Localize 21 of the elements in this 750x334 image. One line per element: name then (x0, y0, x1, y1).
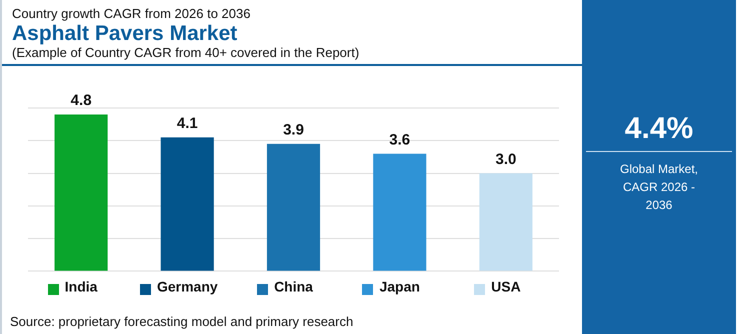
text: 4.4% (624, 112, 694, 146)
bar (266, 144, 320, 271)
data-label: 3.0 (495, 150, 516, 168)
x-tick-label: Germany (156, 278, 218, 294)
chart-title: Asphalt Pavers Market (12, 22, 238, 46)
data-label: 3.9 (283, 122, 304, 139)
x-tick-label: China (274, 278, 314, 294)
x-tick-label: Japan (379, 278, 420, 294)
x-tick-label: USA (491, 278, 521, 294)
data-label: 3.6 (389, 131, 410, 148)
bar (479, 173, 532, 271)
bar (373, 154, 426, 271)
text: Country growth CAGR from 2026 to 2036 (12, 6, 250, 21)
x-tick-label: India (64, 278, 98, 294)
text: Global Market, CAGR 2026 - 2036 (618, 161, 700, 214)
source-note: Source: proprietary forecasting model and primary research (10, 314, 354, 329)
bar (160, 137, 214, 271)
bar (54, 114, 108, 271)
chart-subtitle: (Example of Country CAGR from 40+ covered in the Report) (12, 45, 360, 60)
data-label: 4.8 (70, 92, 92, 110)
data-label: 4.1 (176, 115, 198, 132)
